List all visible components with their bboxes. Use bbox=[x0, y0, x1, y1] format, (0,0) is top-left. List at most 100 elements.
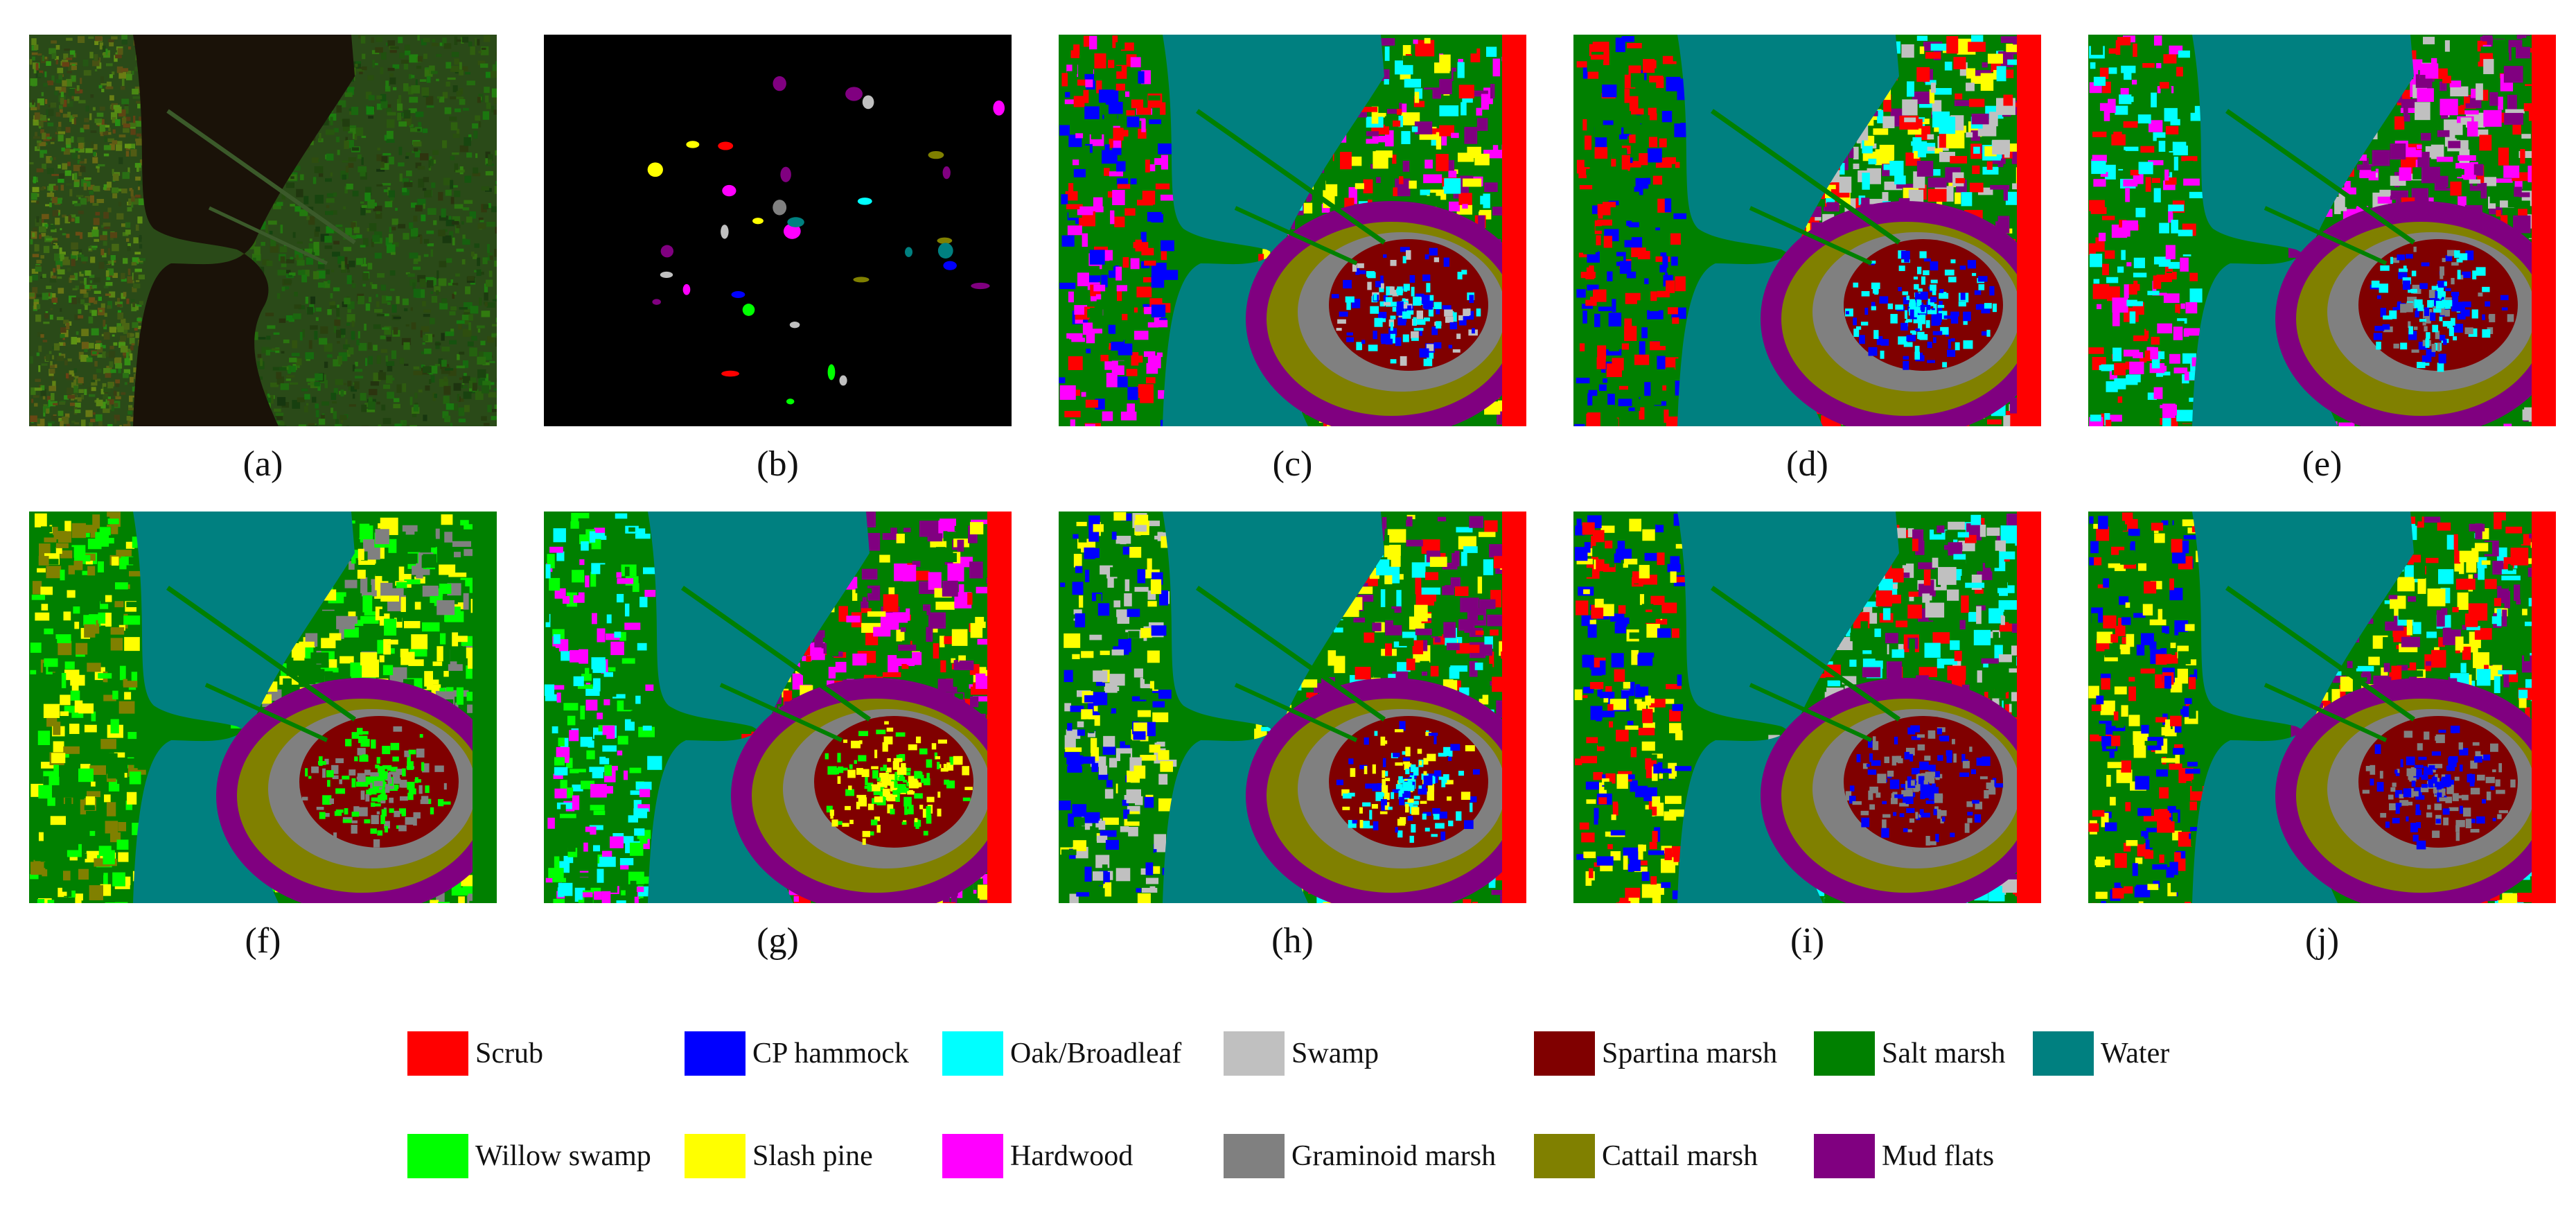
texture-cell bbox=[122, 172, 130, 180]
texture-cell bbox=[342, 119, 350, 127]
texture-cell bbox=[376, 301, 380, 308]
texture-cell bbox=[116, 143, 123, 151]
texture-cell bbox=[117, 141, 123, 145]
class-patch bbox=[1086, 238, 1093, 252]
sample-region bbox=[721, 225, 729, 239]
texture-cell bbox=[422, 342, 425, 345]
texture-cell bbox=[103, 332, 110, 340]
texture-cell bbox=[382, 418, 391, 424]
class-patch bbox=[1481, 94, 1490, 110]
texture-cell bbox=[84, 292, 89, 298]
class-patch bbox=[1095, 294, 1102, 300]
texture-cell bbox=[132, 71, 134, 76]
class-patch bbox=[1598, 306, 1612, 311]
texture-cell bbox=[301, 274, 308, 283]
class-patch bbox=[1916, 293, 1923, 299]
class-patch bbox=[2503, 66, 2523, 83]
class-patch bbox=[1643, 59, 1655, 73]
texture-cell bbox=[44, 224, 48, 227]
texture-cell bbox=[79, 89, 83, 94]
class-patch bbox=[2483, 59, 2494, 74]
class-patch bbox=[1955, 342, 1960, 351]
texture-cell bbox=[84, 389, 87, 395]
texture-cell bbox=[107, 261, 112, 264]
texture-cell bbox=[461, 36, 469, 43]
class-patch bbox=[1402, 45, 1411, 60]
class-patch bbox=[1855, 326, 1862, 330]
texture-cell bbox=[330, 292, 333, 299]
texture-cell bbox=[62, 417, 69, 424]
texture-cell bbox=[88, 355, 92, 359]
class-patch bbox=[1368, 344, 1378, 351]
class-patch bbox=[1643, 370, 1650, 381]
texture-cell bbox=[430, 249, 434, 257]
texture-cell bbox=[458, 419, 466, 423]
class-patch bbox=[1100, 354, 1109, 362]
texture-cell bbox=[129, 122, 136, 128]
class-patch bbox=[1146, 362, 1158, 374]
class-patch bbox=[1870, 261, 1876, 264]
texture-cell bbox=[344, 297, 351, 305]
texture-cell bbox=[281, 286, 285, 292]
texture-cell bbox=[409, 96, 418, 103]
texture-cell bbox=[93, 374, 97, 383]
texture-cell bbox=[118, 109, 126, 117]
texture-cell bbox=[69, 50, 76, 58]
texture-cell bbox=[71, 218, 75, 222]
class-patch bbox=[1426, 283, 1431, 292]
texture-cell bbox=[43, 322, 50, 324]
texture-cell bbox=[361, 263, 367, 267]
texture-cell bbox=[138, 274, 145, 280]
texture-cell bbox=[36, 259, 42, 264]
texture-cell bbox=[30, 356, 33, 364]
class-patch bbox=[1422, 195, 1441, 203]
texture-cell bbox=[53, 245, 59, 250]
class-patch bbox=[1948, 339, 1951, 349]
class-patch bbox=[1436, 154, 1449, 172]
texture-cell bbox=[51, 392, 55, 401]
class-patch bbox=[1355, 183, 1364, 189]
texture-cell bbox=[352, 394, 355, 399]
texture-cell bbox=[127, 276, 133, 283]
texture-cell bbox=[44, 313, 48, 319]
texture-cell bbox=[127, 143, 135, 149]
class-patch bbox=[1112, 148, 1122, 155]
texture-cell bbox=[107, 399, 114, 405]
texture-cell bbox=[457, 394, 460, 401]
texture-cell bbox=[62, 337, 65, 340]
texture-cell bbox=[49, 202, 52, 208]
texture-cell bbox=[89, 297, 96, 303]
texture-cell bbox=[306, 257, 314, 265]
class-patch bbox=[1062, 276, 1074, 284]
texture-cell bbox=[137, 103, 141, 109]
class-patch bbox=[1948, 180, 1957, 188]
class-patch bbox=[1869, 198, 1884, 205]
class-patch bbox=[1970, 130, 1980, 141]
texture-cell bbox=[129, 337, 135, 344]
texture-cell bbox=[413, 288, 421, 298]
texture-cell bbox=[380, 161, 385, 168]
texture-cell bbox=[492, 64, 497, 71]
class-patch bbox=[1630, 167, 1643, 173]
texture-cell bbox=[60, 228, 62, 231]
texture-cell bbox=[479, 297, 482, 306]
class-patch bbox=[1073, 44, 1080, 55]
class-patch bbox=[1397, 317, 1406, 326]
texture-cell bbox=[398, 146, 403, 155]
class-patch bbox=[1923, 270, 1930, 276]
texture-cell bbox=[120, 345, 128, 353]
texture-cell bbox=[48, 351, 52, 354]
class-patch bbox=[1363, 179, 1373, 193]
texture-cell bbox=[56, 126, 62, 134]
texture-cell bbox=[441, 333, 445, 341]
class-patch bbox=[1982, 166, 1999, 175]
class-patch bbox=[1115, 83, 1125, 91]
class-patch bbox=[2458, 155, 2476, 161]
texture-cell bbox=[73, 88, 80, 94]
texture-cell bbox=[468, 377, 477, 383]
texture-cell bbox=[338, 228, 344, 231]
texture-cell bbox=[391, 227, 396, 231]
texture-cell bbox=[361, 135, 367, 139]
texture-cell bbox=[103, 145, 112, 150]
class-patch bbox=[1970, 76, 1982, 84]
